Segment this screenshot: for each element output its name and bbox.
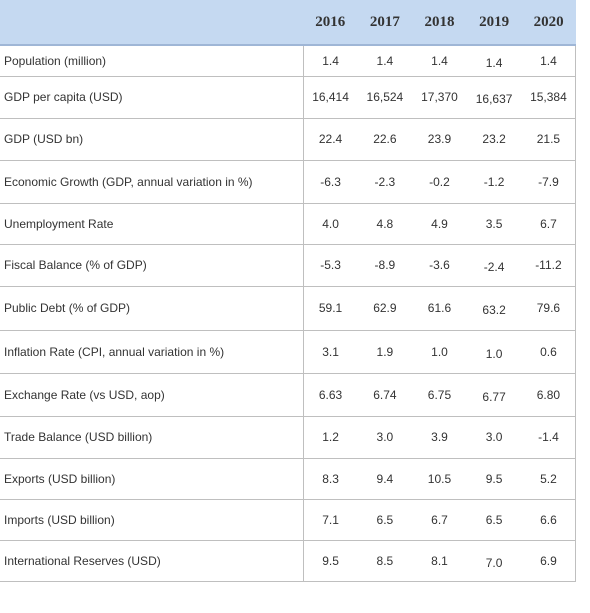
cell-value: 6.63 [303,373,358,417]
year-header: 2017 [357,0,413,46]
row-label: Unemployment Rate [0,203,304,245]
cell-value: 15,384 [521,76,577,119]
cell-value: 22.4 [303,118,358,161]
cell-value: 61.6 [412,286,467,331]
year-header: 2016 [303,0,358,46]
cell-value: 22.6 [357,118,413,161]
cell-value: 1.4 [412,45,467,77]
cell-value: 4.9 [412,203,467,245]
cell-value: 3.9 [412,416,467,459]
cell-value: 9.4 [357,458,413,500]
cell-value: 3.5 [466,203,522,245]
cell-value: 6.7 [412,499,467,541]
cell-value: 8.3 [303,458,358,500]
cell-value: 0.6 [521,330,577,374]
cell-value: 23.2 [466,118,522,161]
row-label: Imports (USD billion) [0,499,304,541]
table-row: Imports (USD billion) 7.1 6.5 6.7 6.5 6.… [0,499,577,541]
cell-value: 16,414 [303,76,358,119]
cell-value: -2.4 [466,244,522,287]
table-row: Trade Balance (USD billion) 1.2 3.0 3.9 … [0,416,577,459]
cell-value: -3.6 [412,244,467,287]
cell-value: 6.77 [466,373,522,417]
table-row: Exchange Rate (vs USD, aop) 6.63 6.74 6.… [0,373,577,417]
cell-value: 8.1 [412,540,467,582]
header-row: 2016 2017 2018 2019 2020 [0,0,576,46]
year-header: 2020 [521,0,576,46]
row-label: Fiscal Balance (% of GDP) [0,244,304,287]
cell-value: -1.4 [521,416,577,459]
cell-value: 8.5 [357,540,413,582]
row-label: Public Debt (% of GDP) [0,286,304,331]
row-label: Inflation Rate (CPI, annual variation in… [0,330,304,374]
cell-value: 16,524 [357,76,413,119]
cell-value: 10.5 [412,458,467,500]
cell-value: 21.5 [521,118,577,161]
cell-value: -0.2 [412,160,467,204]
cell-value: 6.9 [521,540,577,582]
cell-value: 6.74 [357,373,413,417]
year-header: 2019 [466,0,522,46]
cell-value: -1.2 [466,160,522,204]
cell-value: -2.3 [357,160,413,204]
header-blank-cell [0,0,303,46]
cell-value: 6.6 [521,499,577,541]
cell-value: 5.2 [521,458,577,500]
table-row: Inflation Rate (CPI, annual variation in… [0,330,577,374]
row-label: Trade Balance (USD billion) [0,416,304,459]
cell-value: 6.5 [466,499,522,541]
table-row: GDP per capita (USD) 16,414 16,524 17,37… [0,76,577,119]
cell-value: -11.2 [521,244,577,287]
cell-value: -8.9 [357,244,413,287]
cell-value: 6.5 [357,499,413,541]
year-header: 2018 [412,0,467,46]
cell-value: 1.4 [521,45,577,77]
row-label: GDP (USD bn) [0,118,304,161]
cell-value: 16,637 [466,76,522,119]
cell-value: 62.9 [357,286,413,331]
row-label: Population (million) [0,45,304,77]
row-label: Exchange Rate (vs USD, aop) [0,373,304,417]
cell-value: 6.80 [521,373,577,417]
cell-value: 1.4 [466,45,522,77]
cell-value: 1.0 [466,330,522,374]
cell-value: -7.9 [521,160,577,204]
cell-value: 1.9 [357,330,413,374]
cell-value: 59.1 [303,286,358,331]
table-row: Public Debt (% of GDP) 59.1 62.9 61.6 63… [0,286,577,331]
cell-value: 6.7 [521,203,577,245]
cell-value: 1.4 [303,45,358,77]
table-row: Population (million) 1.4 1.4 1.4 1.4 1.4 [0,45,577,77]
cell-value: 3.0 [357,416,413,459]
row-label: Economic Growth (GDP, annual variation i… [0,160,304,204]
cell-value: 7.1 [303,499,358,541]
table-row: International Reserves (USD) 9.5 8.5 8.1… [0,540,577,582]
row-label: Exports (USD billion) [0,458,304,500]
cell-value: -5.3 [303,244,358,287]
table-row: Economic Growth (GDP, annual variation i… [0,160,577,204]
cell-value: 1.2 [303,416,358,459]
cell-value: 63.2 [466,286,522,331]
cell-value: 9.5 [303,540,358,582]
cell-value: 6.75 [412,373,467,417]
cell-value: -6.3 [303,160,358,204]
row-label: International Reserves (USD) [0,540,304,582]
table-row: Unemployment Rate 4.0 4.8 4.9 3.5 6.7 [0,203,577,245]
cell-value: 7.0 [466,540,522,582]
cell-value: 23.9 [412,118,467,161]
cell-value: 4.8 [357,203,413,245]
table-row: Exports (USD billion) 8.3 9.4 10.5 9.5 5… [0,458,577,500]
cell-value: 79.6 [521,286,577,331]
cell-value: 4.0 [303,203,358,245]
cell-value: 17,370 [412,76,467,119]
table-row: Fiscal Balance (% of GDP) -5.3 -8.9 -3.6… [0,244,577,287]
cell-value: 1.4 [357,45,413,77]
row-label: GDP per capita (USD) [0,76,304,119]
table-row: GDP (USD bn) 22.4 22.6 23.9 23.2 21.5 [0,118,577,161]
cell-value: 1.0 [412,330,467,374]
cell-value: 3.0 [466,416,522,459]
economic-indicators-table: 2016 2017 2018 2019 2020 Population (mil… [0,0,577,582]
cell-value: 9.5 [466,458,522,500]
cell-value: 3.1 [303,330,358,374]
